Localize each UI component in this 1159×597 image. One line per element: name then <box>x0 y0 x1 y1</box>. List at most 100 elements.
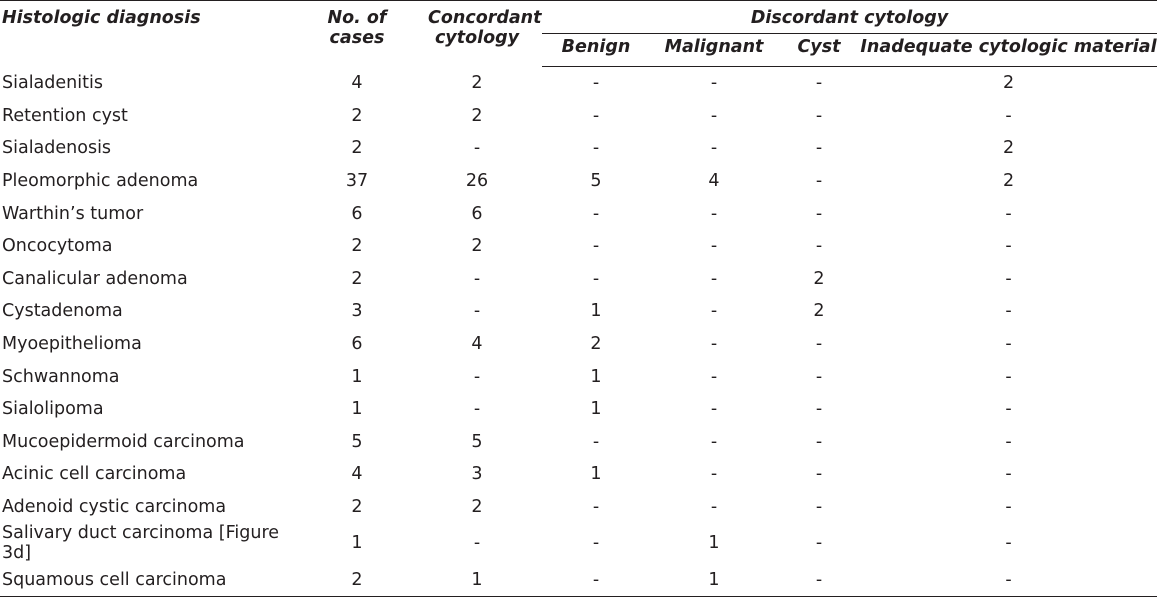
header-row-sub: Benign Malignant Cyst Inadequate cytolog… <box>0 33 1158 67</box>
cell-benign: 2 <box>590 334 602 355</box>
cell-no-of-cases: 6 <box>351 203 363 224</box>
cell-inadequate-cytologic-material: - <box>1005 203 1012 224</box>
cell-cyst: - <box>778 563 860 597</box>
cell-concordant-cytology: - <box>473 366 481 387</box>
cell-cyst: - <box>815 203 823 224</box>
cell-histologic-diagnosis: Warthin’s tumor <box>2 203 144 224</box>
table-row: Salivary duct carcinoma [Figure 3d] 1 - - 1 -… <box>0 523 1157 563</box>
cell-malignant: 4 <box>708 171 720 192</box>
cell-inadequate-cytologic-material: - <box>1005 301 1012 322</box>
cell-inadequate-cytologic-material: - <box>860 563 1158 597</box>
cell-benign: - <box>592 431 600 452</box>
table-row: Sialadenosis 2 - - - - 2 <box>0 132 1157 165</box>
cell-cyst: - <box>815 497 823 518</box>
cell-cyst: - <box>815 399 823 420</box>
cell-histologic-diagnosis: Cystadenoma <box>2 301 123 322</box>
cell-benign: - <box>592 497 600 518</box>
table-row: Myoepithelioma 6 4 2 - - - <box>0 328 1157 361</box>
cell-malignant: - <box>710 138 718 159</box>
cell-inadequate-cytologic-material: - <box>1005 497 1012 518</box>
cell-concordant-cytology: - <box>473 138 481 159</box>
cell-inadequate-cytologic-material: 2 <box>1002 138 1015 159</box>
cell-benign: - <box>592 203 600 224</box>
cell-histologic-diagnosis: Squamous cell carcinoma <box>0 563 302 597</box>
cell-histologic-diagnosis: Pleomorphic adenoma <box>2 171 199 192</box>
cell-concordant-cytology: 6 <box>471 203 483 224</box>
table-row: Adenoid cystic carcinoma 2 2 - - - - <box>0 491 1157 524</box>
cell-histologic-diagnosis: Myoepithelioma <box>2 334 142 355</box>
cell-concordant-cytology: 5 <box>471 431 483 452</box>
cell-concordant-cytology: 4 <box>471 334 483 355</box>
cell-cyst: - <box>815 431 823 452</box>
header-row-top: Histologic diagnosis No. of cases Concor… <box>0 0 1158 48</box>
cell-benign: - <box>592 236 600 257</box>
cell-no-of-cases: 2 <box>351 268 363 289</box>
cell-concordant-cytology: 3 <box>471 464 483 485</box>
table-row: Canalicular adenoma 2 - - - 2 - <box>0 263 1157 296</box>
cell-malignant: - <box>710 464 718 485</box>
cell-cyst: - <box>815 334 823 355</box>
cell-benign: - <box>592 268 600 289</box>
cell-no-of-cases: 3 <box>351 301 363 322</box>
cell-histologic-diagnosis: Retention cyst <box>2 105 128 126</box>
cell-malignant: - <box>710 399 718 420</box>
cell-inadequate-cytologic-material: 2 <box>1002 73 1015 94</box>
cell-malignant: - <box>710 334 718 355</box>
cell-concordant-cytology: - <box>473 301 481 322</box>
cell-malignant: - <box>710 366 718 387</box>
cell-histologic-diagnosis: Salivary duct carcinoma [Figure 3d] <box>2 523 280 564</box>
cell-inadequate-cytologic-material: - <box>1005 464 1012 485</box>
cell-histologic-diagnosis: Acinic cell carcinoma <box>2 464 187 485</box>
cell-cyst: 2 <box>813 268 825 289</box>
cell-no-of-cases: 2 <box>351 105 363 126</box>
table-body: Sialadenitis 4 2- - -2 Retention cyst 2 2- - - - Si… <box>0 67 1158 597</box>
cell-benign: - <box>592 138 600 159</box>
table-row: Pleomorphic adenoma 37 26 5 4 - 2 <box>0 165 1157 198</box>
cell-benign: - <box>592 73 600 94</box>
cell-no-of-cases: 1 <box>351 399 363 420</box>
cell-concordant-cytology: 2 <box>471 105 483 126</box>
cell-inadequate-cytologic-material: - <box>1005 334 1012 355</box>
table-row: Retention cyst 2 2 - - - - <box>0 100 1157 133</box>
cell-concordant-cytology: 1 <box>412 563 542 597</box>
cell-no-of-cases: 37 <box>345 171 369 192</box>
table-row: Sialolipoma 1 - 1 - - - <box>0 393 1157 426</box>
cell-histologic-diagnosis: Mucoepidermoid carcinoma <box>2 431 245 452</box>
cell-benign: 1 <box>590 366 602 387</box>
cell-concordant-cytology: 2 <box>471 73 483 94</box>
cell-histologic-diagnosis: Oncocytoma <box>2 236 113 257</box>
cell-malignant: - <box>710 268 718 289</box>
cell-concordant-cytology: 2 <box>471 497 483 518</box>
cell-malignant: - <box>710 497 718 518</box>
cell-cyst: - <box>815 138 823 159</box>
cell-benign: - <box>542 563 650 597</box>
header-cyst: Cyst <box>778 33 860 67</box>
cell-no-of-cases: 4 <box>351 464 363 485</box>
cell-histologic-diagnosis: Sialadenitis <box>2 73 103 94</box>
table-row: Acinic cell carcinoma 4 3 1 - - - <box>0 458 1157 491</box>
cell-no-of-cases: 6 <box>351 334 363 355</box>
cell-malignant: - <box>710 431 718 452</box>
cell-cyst: - <box>815 171 823 192</box>
cell-histologic-diagnosis: Schwannoma <box>2 366 120 387</box>
cell-no-of-cases: 2 <box>351 497 363 518</box>
cell-cyst: - <box>815 464 823 485</box>
cell-concordant-cytology: 2 <box>471 236 483 257</box>
cell-inadequate-cytologic-material: 2 <box>1002 171 1015 192</box>
cell-inadequate-cytologic-material: - <box>1005 399 1012 420</box>
header-discordant-cytology: Discordant cytology <box>542 0 1158 34</box>
table-row: Sialadenitis 4 2 - - - 2 <box>0 67 1157 100</box>
table-row: Oncocytoma 2 2 - - - - <box>0 230 1157 263</box>
cell-no-of-cases: 5 <box>351 431 363 452</box>
cell-benign: 5 <box>590 171 602 192</box>
table-row: Schwannoma 1 - 1 - - - <box>0 360 1157 393</box>
cell-malignant: - <box>710 73 718 94</box>
cell-concordant-cytology: - <box>473 533 481 554</box>
header-no-of-cases: No. of cases <box>327 8 387 48</box>
cell-histologic-diagnosis: Sialolipoma <box>2 399 104 420</box>
cell-benign: - <box>592 533 600 554</box>
cell-inadequate-cytologic-material: - <box>1005 533 1012 554</box>
cell-histologic-diagnosis: Sialadenosis <box>2 138 112 159</box>
